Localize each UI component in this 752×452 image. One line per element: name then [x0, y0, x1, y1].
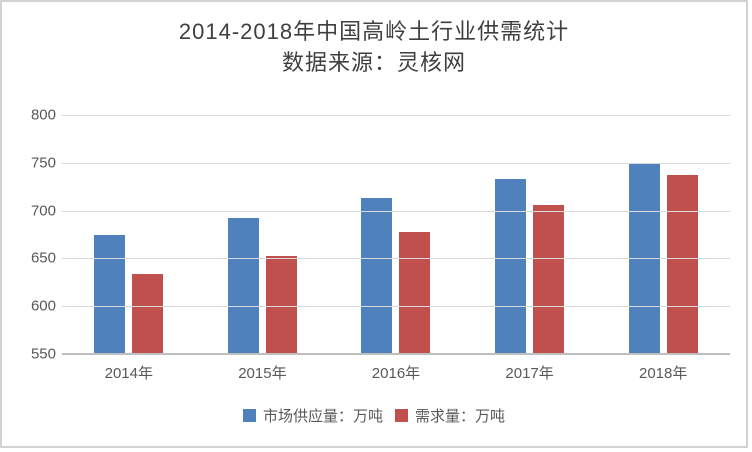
chart-subtitle: 数据来源：灵核网 — [281, 50, 466, 75]
y-tick-label-550: 550 — [30, 345, 56, 363]
bar-group-2015年 — [227, 115, 297, 354]
plot-area — [62, 115, 730, 355]
bar-demand-2018年 — [666, 175, 698, 354]
y-tick-label-750: 750 — [30, 154, 56, 172]
gridline-750 — [62, 162, 730, 164]
legend-swatch-demand — [395, 409, 408, 422]
x-tick-label-2014年: 2014年 — [104, 365, 153, 382]
gridline-700 — [62, 210, 730, 212]
gridline-600 — [62, 306, 730, 308]
gridline-650 — [62, 258, 730, 260]
bar-supply-2014年 — [94, 234, 126, 354]
gridline-800 — [62, 115, 730, 116]
y-tick-label-600: 600 — [30, 297, 56, 315]
legend-item-demand: 需求量：万吨 — [395, 405, 505, 426]
gridline-550 — [62, 353, 730, 355]
x-tick-label-2017年: 2017年 — [505, 365, 554, 382]
bar-demand-2015年 — [265, 255, 297, 354]
y-tick-label-700: 700 — [30, 202, 56, 220]
y-tick-label-650: 650 — [30, 249, 56, 267]
legend-swatch-supply — [242, 409, 256, 422]
bar-group-2014年 — [94, 115, 164, 354]
bar-demand-2016年 — [399, 231, 431, 354]
y-tick-label-800: 800 — [30, 106, 56, 124]
bars-row — [62, 115, 730, 354]
bar-demand-2014年 — [132, 273, 164, 354]
legend-item-supply: 市场供应量：万吨 — [242, 405, 383, 426]
x-tick-label-2016年: 2016年 — [371, 365, 421, 382]
bar-group-2017年 — [495, 115, 565, 354]
bar-group-2016年 — [361, 115, 431, 354]
legend-label-supply: 市场供应量：万吨 — [262, 408, 383, 425]
bar-demand-2017年 — [533, 204, 565, 354]
bar-supply-2015年 — [227, 218, 259, 354]
x-tick-label-2018年: 2018年 — [638, 365, 688, 382]
y-axis: 800 750 700 650 600 550 — [16, 107, 56, 363]
legend-label-demand: 需求量：万吨 — [415, 408, 506, 425]
bar-group-2018年 — [628, 115, 698, 354]
x-axis: 2014年 2015年 2016年 2017年 2018年 — [62, 362, 730, 383]
chart-title: 2014-2018年中国高岭土行业供需统计 — [178, 19, 570, 44]
bar-supply-2016年 — [361, 198, 393, 354]
legend: 市场供应量：万吨 需求量：万吨 — [2, 405, 746, 426]
title-block: 2014-2018年中国高岭土行业供需统计 数据来源：灵核网 — [2, 16, 746, 78]
x-tick-label-2015年: 2015年 — [238, 365, 287, 382]
bar-supply-2017年 — [495, 179, 527, 354]
